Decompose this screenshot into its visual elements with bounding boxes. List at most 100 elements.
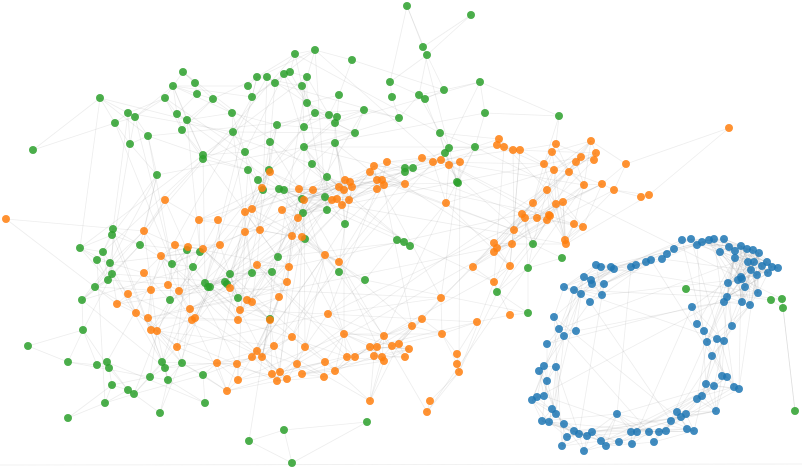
graph-edge: [239, 296, 280, 311]
graph-edge: [586, 431, 632, 437]
graph-edge: [306, 94, 340, 104]
graph-node-green-community: [341, 220, 349, 228]
graph-node-green-community: [361, 276, 369, 284]
graph-edge: [563, 289, 575, 337]
graph-edge: [474, 146, 783, 300]
graph-edge: [386, 157, 423, 163]
graph-node-orange-community: [598, 180, 606, 188]
graph-node-blue-community: [723, 373, 731, 381]
graph-edge: [304, 254, 326, 348]
graph-node-orange-community: [241, 208, 249, 216]
graph-node-green-community: [76, 244, 84, 252]
graph-node-orange-community: [579, 223, 587, 231]
graph-edge: [696, 341, 708, 400]
graph-node-orange-community: [366, 168, 374, 176]
graph-node-orange-community: [195, 216, 203, 224]
graph-edge: [178, 208, 253, 292]
graph-node-orange-community: [132, 309, 140, 317]
graph-node-blue-community: [720, 337, 728, 345]
graph-edge: [326, 142, 336, 178]
graph-edge: [81, 299, 84, 331]
graph-edge: [334, 333, 345, 372]
graph-node-orange-community: [234, 316, 242, 324]
graph-edge: [244, 169, 270, 213]
graph-edge: [281, 176, 328, 211]
graph-edge: [147, 317, 178, 348]
graph-edge: [256, 53, 296, 78]
graph-node-orange-community: [565, 168, 573, 176]
graph-edge: [474, 112, 486, 148]
graph-edge: [172, 85, 178, 115]
graph-edge: [448, 146, 476, 149]
graph-edge: [286, 235, 293, 283]
graph-node-orange-community: [401, 180, 409, 188]
graph-node-orange-community: [256, 226, 264, 234]
graph-edge: [731, 301, 743, 327]
graph-edge: [303, 157, 423, 201]
graph-edge: [493, 243, 513, 283]
graph-edge: [568, 171, 603, 185]
graph-edge: [237, 296, 280, 321]
graph-edge: [364, 239, 398, 281]
graph-edge: [248, 429, 285, 442]
graph-edge: [696, 257, 736, 325]
graph-node-green-community: [331, 139, 339, 147]
graph-edge: [578, 283, 605, 435]
graph-node-orange-community: [559, 198, 567, 206]
graph-edge: [32, 122, 116, 151]
graph-node-green-community: [158, 358, 166, 366]
graph-edge: [324, 223, 346, 256]
graph-node-blue-community: [552, 410, 560, 418]
graph-edge: [532, 243, 563, 259]
graph-edge: [174, 244, 238, 365]
graph-edge: [519, 149, 545, 165]
graph-node-orange-community: [276, 368, 284, 376]
graph-node-orange-community: [521, 214, 529, 222]
graph-edge: [291, 254, 326, 338]
graph-node-orange-community: [157, 252, 165, 260]
graph-node-blue-community: [600, 280, 608, 288]
graph-edge: [127, 112, 234, 133]
graph-node-orange-community: [258, 353, 266, 361]
graph-edge: [406, 5, 424, 48]
graph-node-orange-community: [298, 233, 306, 241]
graph-node-orange-community: [248, 353, 256, 361]
graph-node-green-community: [189, 263, 197, 271]
graph-edge: [251, 199, 350, 303]
graph-edge: [106, 361, 206, 404]
graph-node-green-community: [101, 399, 109, 407]
graph-edge: [546, 189, 567, 245]
graph-edge: [719, 251, 742, 278]
graph-edge: [239, 199, 350, 311]
graph-edge: [111, 234, 141, 246]
graph-edge: [169, 263, 173, 301]
graph-node-blue-community: [558, 442, 566, 450]
graph-edge: [706, 276, 742, 343]
graph-node-orange-community: [516, 146, 524, 154]
graph-node-orange-community: [147, 326, 155, 334]
graph-edge: [302, 196, 326, 214]
graph-node-green-community: [351, 129, 359, 137]
graph-edge: [237, 231, 246, 381]
graph-node-blue-community: [588, 280, 596, 288]
graph-edge: [496, 291, 529, 314]
graph-node-green-community: [199, 371, 207, 379]
graph-edge: [181, 98, 214, 131]
graph-edge: [276, 124, 305, 128]
graph-node-green-community: [493, 288, 501, 296]
graph-node-green-community: [105, 364, 113, 372]
graph-edge: [111, 273, 163, 363]
graph-edge: [256, 264, 280, 298]
graph-node-green-community: [108, 270, 116, 278]
graph-node-orange-community: [725, 124, 733, 132]
graph-node-green-community: [164, 376, 172, 384]
graph-edge: [198, 187, 263, 221]
graph-node-blue-community: [543, 340, 551, 348]
graph-node-orange-community: [300, 196, 308, 204]
graph-edge: [625, 127, 730, 165]
graph-edge: [291, 336, 326, 363]
graph-edge: [244, 211, 279, 258]
graph-edge: [111, 244, 141, 275]
graph-edge: [553, 140, 592, 171]
graph-edge: [303, 199, 345, 335]
